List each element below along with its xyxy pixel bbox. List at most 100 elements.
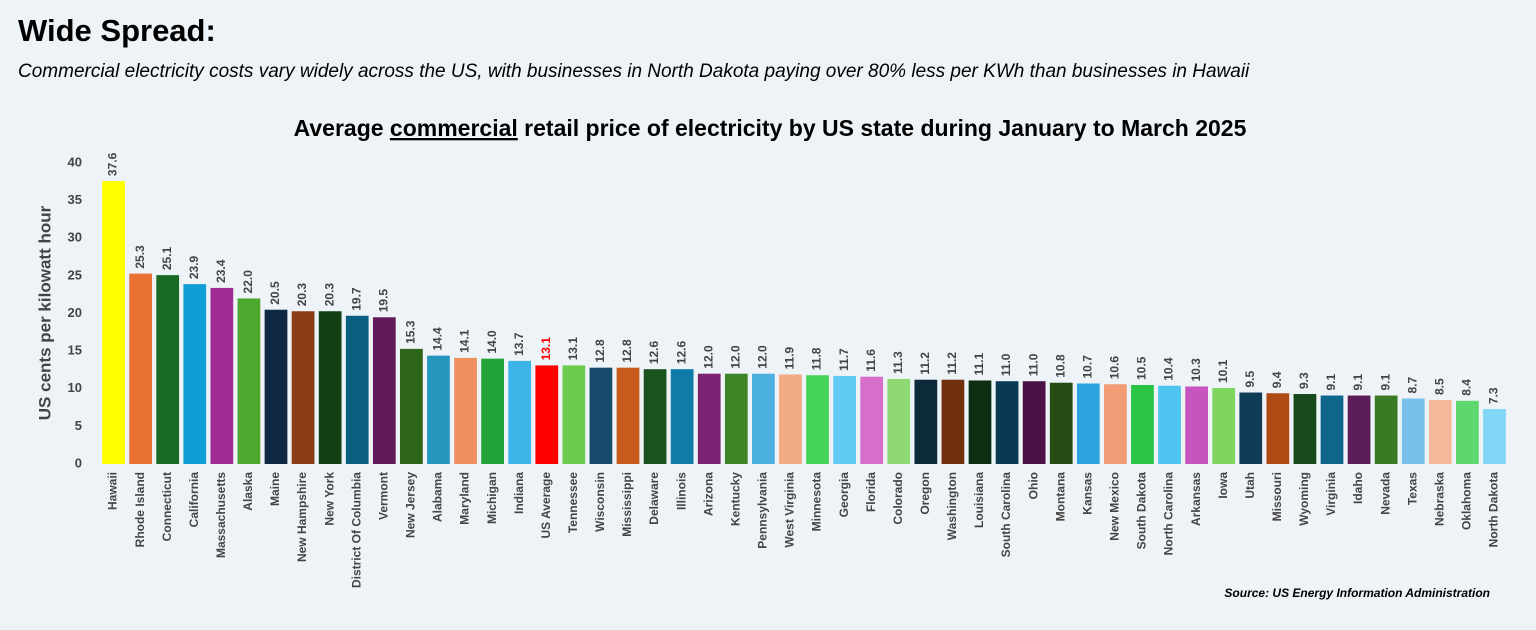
- value-label: 20.3: [322, 283, 336, 307]
- bar: [1022, 381, 1046, 464]
- bar: [210, 287, 234, 464]
- bar: [1104, 384, 1127, 464]
- y-tick-label: 15: [68, 343, 82, 358]
- x-tick-label: Maryland: [458, 472, 472, 525]
- y-tick-label: 30: [68, 230, 82, 245]
- bar: [156, 275, 180, 464]
- value-label: 25.3: [133, 245, 147, 269]
- bar: [670, 369, 694, 464]
- bar: [779, 374, 802, 464]
- x-tick-label: West Virginia: [783, 472, 797, 548]
- bar: [102, 181, 125, 464]
- value-label: 12.6: [647, 341, 661, 365]
- x-tick-label: District Of Columbia: [349, 472, 363, 588]
- bar: [914, 379, 938, 464]
- x-tick-label: New Hampshire: [295, 472, 309, 562]
- bar: [752, 373, 775, 464]
- bar: [508, 360, 532, 464]
- x-tick-label: Utah: [1243, 472, 1257, 499]
- value-label: 12.0: [728, 345, 742, 369]
- bar: [697, 373, 721, 464]
- x-tick-label: Arizona: [701, 472, 715, 516]
- bar: [454, 357, 477, 464]
- value-label: 14.1: [458, 329, 472, 353]
- page-subtitle: Commercial electricity costs vary widely…: [18, 61, 1250, 82]
- x-tick-label: Kansas: [1080, 472, 1094, 515]
- value-label: 19.7: [349, 287, 363, 311]
- value-label: 10.7: [1080, 355, 1094, 379]
- x-tick-label: Idaho: [1351, 472, 1365, 504]
- x-tick-label: Louisiana: [972, 472, 986, 528]
- x-tick-label: New York: [322, 472, 336, 526]
- bar: [589, 367, 613, 464]
- x-tick-label: Ohio: [1026, 472, 1040, 499]
- x-tick-label: Missouri: [1270, 472, 1284, 521]
- x-tick-label: Nebraska: [1432, 472, 1446, 526]
- x-tick-label: Illinois: [674, 472, 688, 510]
- bar: [724, 373, 748, 464]
- bar: [372, 317, 396, 464]
- x-tick-label: Mississippi: [620, 472, 634, 537]
- x-tick-label: Oregon: [918, 472, 932, 515]
- value-label: 10.6: [1108, 356, 1122, 380]
- value-label: 11.9: [783, 346, 797, 369]
- bar: [264, 309, 288, 464]
- x-tick-label: Virginia: [1324, 472, 1338, 516]
- x-tick-label: Alaska: [241, 472, 255, 511]
- x-tick-label: Nevada: [1378, 472, 1392, 515]
- value-label: 23.4: [214, 259, 228, 283]
- bar: [345, 315, 369, 464]
- value-label: 11.8: [810, 347, 824, 370]
- value-label: 19.5: [376, 289, 390, 313]
- value-label: 11.0: [999, 353, 1013, 376]
- y-tick-label: 20: [68, 305, 82, 320]
- value-label: 10.4: [1162, 357, 1176, 381]
- bar: [643, 369, 667, 464]
- value-label: 9.5: [1243, 371, 1257, 388]
- bar: [1239, 392, 1263, 464]
- page-title: Wide Spread:: [18, 13, 216, 48]
- source: Source: US Energy Information Administra…: [1224, 586, 1490, 600]
- x-tick-label: Texas: [1405, 472, 1419, 505]
- x-tick-label: Delaware: [647, 472, 661, 525]
- bar: [941, 379, 965, 464]
- bar: [400, 348, 423, 464]
- x-tick-label: Oklahoma: [1460, 472, 1474, 530]
- x-tick-label: New Jersey: [404, 472, 418, 538]
- x-tick-label: Wyoming: [1297, 472, 1311, 526]
- bar: [1158, 385, 1181, 464]
- bar: [237, 298, 261, 464]
- bar: [1320, 395, 1344, 464]
- value-label: 12.0: [756, 345, 770, 369]
- x-tick-label: Arkansas: [1189, 472, 1203, 526]
- x-tick-label: Kentucky: [728, 472, 742, 526]
- bar: [291, 311, 315, 464]
- value-label: 12.0: [701, 345, 715, 369]
- x-tick-label: California: [187, 472, 201, 528]
- x-tick-label: Montana: [1053, 472, 1067, 522]
- x-tick-label: Georgia: [837, 472, 851, 518]
- value-label: 13.1: [539, 337, 553, 361]
- y-tick-label: 35: [68, 192, 82, 207]
- x-tick-label: Pennsylvania: [756, 472, 770, 549]
- bar: [129, 273, 152, 464]
- x-tick-label: Michigan: [485, 472, 499, 524]
- value-label: 11.6: [864, 349, 878, 372]
- bar: [427, 355, 450, 464]
- value-label: 11.2: [918, 352, 932, 375]
- x-tick-label: Connecticut: [160, 472, 174, 541]
- x-tick-label: Wisconsin: [593, 472, 607, 532]
- value-label: 15.3: [404, 320, 418, 344]
- x-tick-label: Colorado: [891, 472, 905, 525]
- bar: [995, 381, 1019, 464]
- bar: [1131, 384, 1154, 464]
- bar: [806, 375, 829, 464]
- bar: [860, 376, 884, 464]
- bar: [1185, 386, 1208, 464]
- value-label: 14.4: [431, 327, 445, 351]
- value-label: 25.1: [160, 246, 174, 270]
- value-label: 13.7: [512, 332, 526, 356]
- x-tick-label: Washington: [945, 472, 959, 540]
- value-label: 10.3: [1189, 358, 1203, 382]
- chart-title: Average commercial retail price of elect…: [294, 115, 1247, 141]
